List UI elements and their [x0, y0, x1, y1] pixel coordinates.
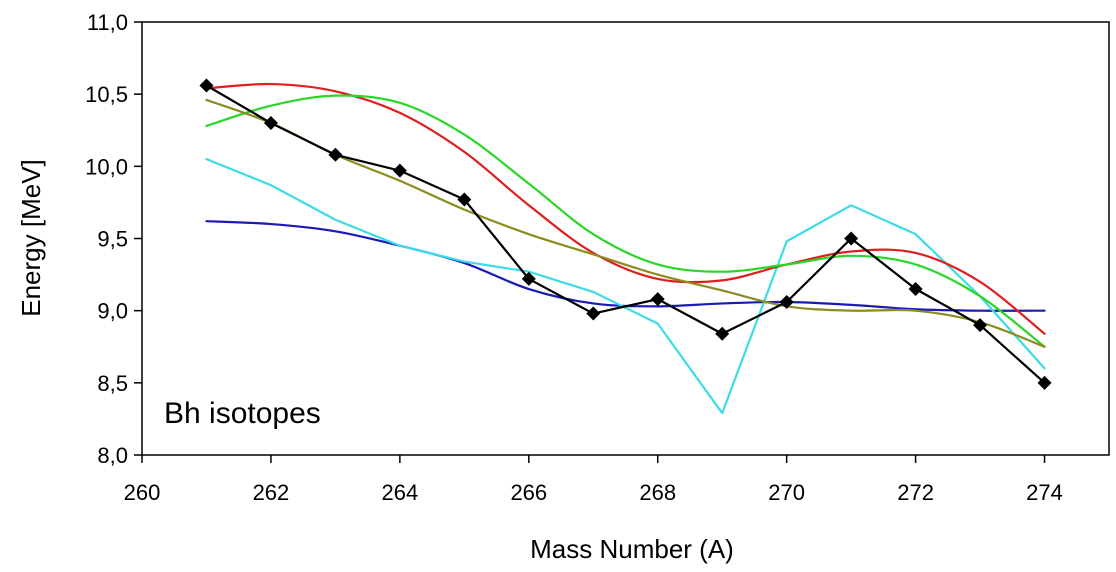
- plot-area-border: [141, 21, 1110, 456]
- data-point-diamond: [457, 192, 472, 207]
- data-point-diamond: [844, 231, 859, 246]
- series-layer: [205, 82, 1046, 415]
- x-tick-label: 272: [897, 480, 934, 505]
- data-point-diamond: [650, 292, 665, 307]
- y-tick-label: 9,5: [97, 227, 128, 252]
- y-tick-label: 10,5: [85, 82, 128, 107]
- series-line-2: [205, 158, 1046, 415]
- x-tick-label: 274: [1026, 480, 1063, 505]
- data-point-diamond: [779, 295, 794, 310]
- y-tick-label: 8,5: [97, 371, 128, 396]
- y-tick-label: 8,0: [97, 443, 128, 468]
- x-axis-ticks: 260 262 264 266 268 270 272 274: [124, 455, 1063, 505]
- y-axis-ticks: 8,0 8,5 9,0 9,5 10,0 10,5 11,0: [85, 10, 142, 468]
- y-tick-label: 11,0: [87, 10, 128, 35]
- data-point-diamond: [973, 318, 988, 333]
- marker-layer: [199, 78, 1052, 390]
- x-tick-label: 268: [639, 480, 676, 505]
- data-point-diamond: [392, 163, 407, 178]
- annotation-label: Bh isotopes: [164, 397, 321, 430]
- x-tick-label: 266: [510, 480, 547, 505]
- data-point-diamond: [586, 306, 601, 321]
- x-axis-title: Mass Number (A): [530, 534, 734, 564]
- data-point-diamond: [199, 78, 214, 93]
- series-line-4: [205, 94, 1046, 348]
- data-point-diamond: [715, 326, 730, 341]
- data-point-diamond: [263, 116, 278, 131]
- data-point-diamond: [1037, 375, 1052, 390]
- data-point-diamond: [521, 271, 536, 286]
- y-tick-label: 9,0: [97, 299, 128, 324]
- data-point-diamond: [328, 147, 343, 162]
- data-point-diamond: [908, 282, 923, 297]
- x-tick-label: 262: [253, 480, 290, 505]
- y-tick-label: 10,0: [85, 154, 128, 179]
- series-line-6: [205, 84, 1046, 384]
- y-axis-title: Energy [MeV]: [16, 159, 46, 317]
- series-line-3: [205, 82, 1046, 335]
- x-tick-label: 270: [768, 480, 805, 505]
- series-line-5: [205, 98, 1046, 348]
- x-tick-label: 260: [124, 480, 161, 505]
- x-tick-label: 264: [382, 480, 419, 505]
